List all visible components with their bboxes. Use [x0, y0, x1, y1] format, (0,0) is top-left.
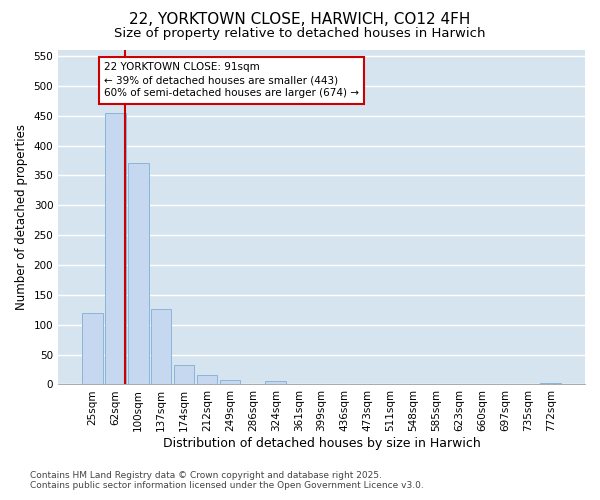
Bar: [265, 382, 286, 384]
Text: Size of property relative to detached houses in Harwich: Size of property relative to detached ho…: [114, 28, 486, 40]
Bar: [105, 112, 125, 384]
Y-axis label: Number of detached properties: Number of detached properties: [15, 124, 28, 310]
Bar: [82, 313, 103, 384]
Text: Contains HM Land Registry data © Crown copyright and database right 2025.
Contai: Contains HM Land Registry data © Crown c…: [30, 470, 424, 490]
Bar: [174, 364, 194, 384]
X-axis label: Distribution of detached houses by size in Harwich: Distribution of detached houses by size …: [163, 437, 481, 450]
Bar: [128, 164, 149, 384]
Text: 22, YORKTOWN CLOSE, HARWICH, CO12 4FH: 22, YORKTOWN CLOSE, HARWICH, CO12 4FH: [130, 12, 470, 28]
Text: 22 YORKTOWN CLOSE: 91sqm
← 39% of detached houses are smaller (443)
60% of semi-: 22 YORKTOWN CLOSE: 91sqm ← 39% of detach…: [104, 62, 359, 98]
Bar: [197, 376, 217, 384]
Bar: [220, 380, 240, 384]
Bar: [151, 308, 172, 384]
